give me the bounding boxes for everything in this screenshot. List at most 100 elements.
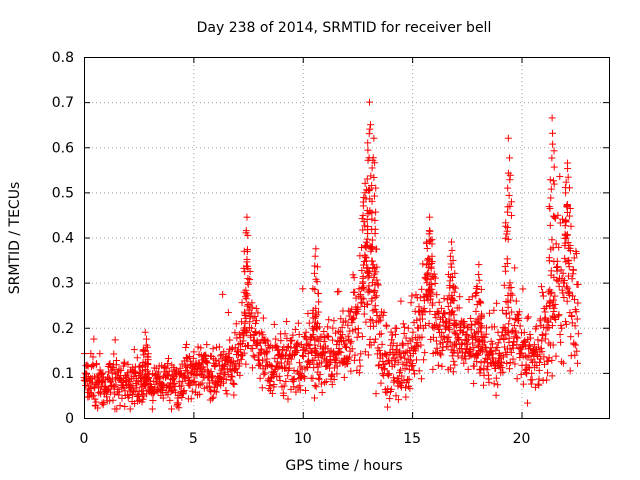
data-point [300,372,308,380]
data-point [380,308,388,316]
data-point [391,330,399,338]
data-point [263,348,271,356]
data-point [511,264,519,272]
data-point [572,308,580,316]
data-point [284,395,292,403]
data-point [287,355,295,363]
data-point [222,387,230,395]
data-point [539,292,547,300]
data-point [285,364,293,372]
data-point [362,238,370,246]
data-point [221,360,229,368]
data-point [106,360,114,368]
data-point [383,389,391,397]
data-point [171,379,179,387]
data-point [464,340,472,348]
data-point [358,333,366,341]
y-tick-label: 0.7 [52,95,74,111]
plot-frame [84,57,610,419]
data-point [450,316,458,324]
data-point [444,302,452,310]
data-point [417,375,425,383]
data-point [249,352,257,360]
data-point [355,369,363,377]
data-point [365,187,373,195]
data-point [421,308,429,316]
data-point [546,297,554,305]
data-point [363,235,371,243]
data-point [90,392,98,400]
data-point [351,351,359,359]
data-point [141,361,149,369]
data-point [451,269,459,277]
data-point [186,353,194,361]
data-point [548,356,556,364]
data-point [99,369,107,377]
data-point [368,215,376,223]
data-point [243,262,251,270]
data-point [344,332,352,340]
data-point [166,396,174,404]
data-point [394,396,402,404]
data-point [320,328,328,336]
data-point [370,134,378,142]
data-point [113,405,121,413]
data-point [420,356,428,364]
data-point [556,331,564,339]
data-point [569,266,577,274]
data-point [485,378,493,386]
data-point [440,294,448,302]
data-point [392,392,400,400]
data-point [565,272,573,280]
data-point [347,337,355,345]
data-point [209,393,217,401]
data-point [548,114,556,122]
data-point [446,326,454,334]
data-point [554,211,562,219]
data-point [456,293,464,301]
data-point [189,354,197,362]
data-point [333,341,341,349]
data-point [416,294,424,302]
data-point [342,317,350,325]
data-point [184,368,192,376]
data-point [446,338,454,346]
x-axis-label: GPS time / hours [285,458,402,474]
data-point [93,360,101,368]
data-point [425,285,433,293]
data-point [176,364,184,372]
data-point [432,314,440,322]
data-point [450,283,458,291]
data-point [368,295,376,303]
data-point [224,308,232,316]
data-point [572,341,580,349]
data-point [292,388,300,396]
data-point [295,331,303,339]
data-point [372,268,380,276]
data-point [259,314,267,322]
data-point [463,324,471,332]
data-point [568,312,576,320]
data-point [89,353,97,361]
data-point [187,369,195,377]
data-point [566,212,574,220]
data-point [446,319,454,327]
data-point [542,330,550,338]
data-point [315,375,323,383]
data-point [570,340,578,348]
data-point [208,394,216,402]
data-point [552,315,560,323]
data-point [477,285,485,293]
y-tick-label: 0.2 [52,321,74,337]
data-point [449,295,457,303]
data-point [520,328,528,336]
data-point [268,389,276,397]
data-point [427,263,435,271]
data-point [402,393,410,401]
data-point [311,314,319,322]
data-point [301,374,309,382]
data-point [513,375,521,383]
data-point [427,236,435,244]
data-point [324,323,332,331]
data-point [131,369,139,377]
